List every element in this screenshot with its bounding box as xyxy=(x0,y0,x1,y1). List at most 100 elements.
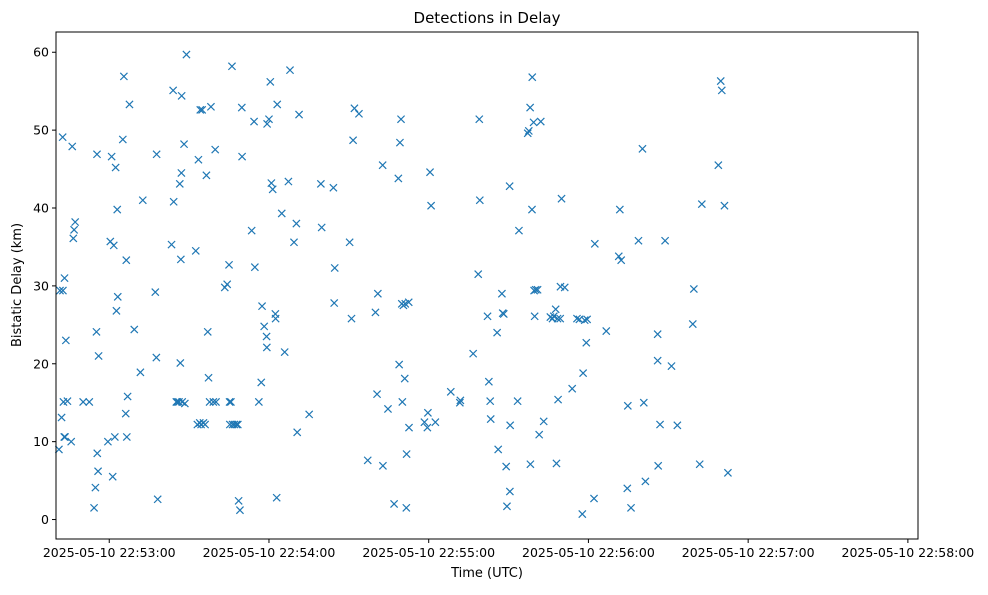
data-point xyxy=(638,144,647,153)
data-point xyxy=(305,410,314,419)
data-point xyxy=(536,117,545,126)
data-point xyxy=(174,397,184,406)
data-point xyxy=(92,150,102,159)
data-point xyxy=(695,460,704,469)
x-tick-label: 2025-05-10 22:53:00 xyxy=(43,545,176,560)
data-point xyxy=(614,252,623,261)
data-point xyxy=(653,356,662,365)
data-point xyxy=(423,423,432,432)
data-point xyxy=(58,133,67,142)
y-tick-label: 60 xyxy=(33,45,49,60)
data-point xyxy=(250,263,259,272)
data-point xyxy=(378,461,387,470)
data-point xyxy=(204,373,213,382)
data-point xyxy=(263,119,272,128)
data-point xyxy=(402,450,411,459)
data-point xyxy=(330,298,339,308)
data-point xyxy=(61,336,70,345)
data-point xyxy=(260,322,269,331)
data-point xyxy=(277,209,286,218)
data-point xyxy=(505,182,514,191)
data-point xyxy=(273,100,282,109)
data-point xyxy=(108,472,117,481)
data-point xyxy=(383,404,392,413)
data-point xyxy=(363,456,372,465)
data-point xyxy=(549,312,558,321)
data-point xyxy=(111,163,120,172)
data-point xyxy=(295,110,304,119)
data-point xyxy=(446,387,455,396)
data-point xyxy=(70,225,79,234)
data-point xyxy=(456,396,465,405)
data-point xyxy=(55,286,65,295)
data-point xyxy=(329,183,338,192)
data-point xyxy=(293,428,302,437)
data-point xyxy=(349,136,358,145)
data-point xyxy=(556,314,565,323)
data-point xyxy=(396,115,406,124)
data-point xyxy=(267,179,276,188)
y-tick-label: 40 xyxy=(33,201,49,216)
data-point xyxy=(402,503,411,512)
data-point xyxy=(714,161,723,170)
data-point xyxy=(484,377,493,386)
data-point xyxy=(110,432,119,442)
data-point xyxy=(63,397,72,406)
data-point xyxy=(371,308,380,317)
data-point xyxy=(557,194,566,203)
data-point xyxy=(497,289,506,298)
data-point xyxy=(533,285,542,294)
data-point xyxy=(317,223,326,232)
data-point xyxy=(514,226,523,235)
data-point xyxy=(85,397,94,406)
data-point xyxy=(257,378,266,387)
data-point xyxy=(180,140,189,149)
data-point xyxy=(602,327,611,336)
data-point xyxy=(285,66,295,75)
data-point xyxy=(262,332,271,341)
data-point xyxy=(113,205,122,214)
data-point xyxy=(176,255,185,264)
data-point xyxy=(486,397,495,406)
data-point xyxy=(94,351,103,361)
data-point xyxy=(272,493,281,502)
data-point xyxy=(623,401,632,410)
data-point xyxy=(227,62,236,71)
y-axis-label: Bistatic Delay (km) xyxy=(10,223,25,347)
y-tick-label: 0 xyxy=(41,512,49,527)
data-point xyxy=(60,274,69,283)
data-point xyxy=(254,397,263,406)
data-point xyxy=(590,239,599,248)
data-point xyxy=(475,115,484,124)
data-point xyxy=(182,50,191,59)
data-point xyxy=(209,397,218,406)
data-point xyxy=(225,260,234,269)
data-point xyxy=(697,200,706,209)
data-point xyxy=(68,142,77,151)
data-point xyxy=(427,201,436,210)
data-point xyxy=(58,286,67,295)
data-point xyxy=(551,305,560,314)
data-point xyxy=(230,420,239,429)
data-point xyxy=(499,309,508,318)
data-point xyxy=(623,484,632,493)
data-point xyxy=(153,495,162,504)
data-point xyxy=(526,103,535,112)
y-tick-label: 20 xyxy=(33,356,49,371)
data-point xyxy=(583,315,592,324)
data-point xyxy=(152,150,161,159)
data-point xyxy=(654,461,663,470)
data-point xyxy=(667,362,676,371)
data-point xyxy=(91,483,100,492)
data-point xyxy=(494,445,503,454)
data-point xyxy=(720,201,729,210)
data-point xyxy=(502,462,511,471)
data-point xyxy=(196,105,205,114)
x-tick-label: 2025-05-10 22:55:00 xyxy=(362,545,495,560)
data-point xyxy=(716,77,725,86)
data-point xyxy=(176,358,185,368)
data-point xyxy=(688,320,697,329)
data-point xyxy=(455,398,464,407)
data-point xyxy=(264,115,273,124)
